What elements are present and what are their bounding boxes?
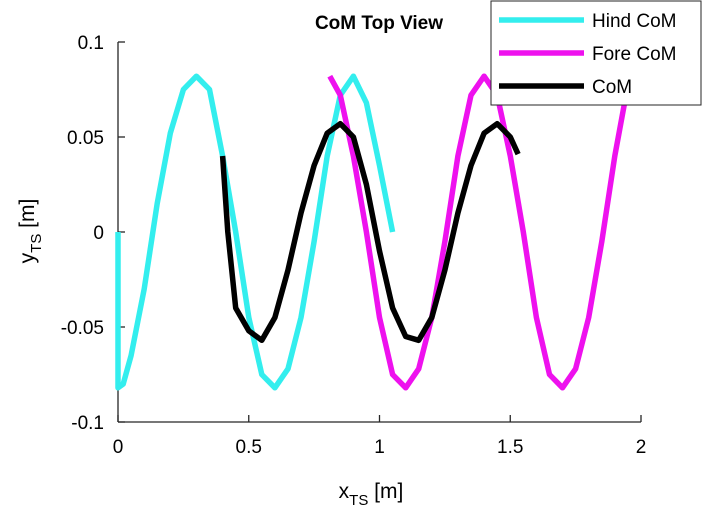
x-tick-label: 1 [374, 437, 385, 458]
y-tick-label: 0.1 [78, 33, 104, 54]
x-axis-title-main: x [339, 480, 350, 503]
series-line-fore-com [327, 73, 634, 391]
y-tick-label: -0.1 [71, 413, 104, 434]
legend-label-hind-com: Hind CoM [592, 11, 676, 32]
x-tick-label: 0 [113, 437, 124, 458]
y-tick-label: 0.05 [67, 128, 104, 149]
x-axis-title-subscript: TS [349, 492, 368, 509]
x-tick-label: 2 [636, 437, 647, 458]
series-line-com [219, 120, 521, 344]
y-axis-title-subscript: TS [28, 234, 45, 253]
legend-label-fore-com: Fore CoM [592, 44, 676, 65]
y-axis-title: yTS [m] [16, 199, 45, 264]
y-axis-title-unit: [m] [16, 199, 39, 234]
y-axis-title-main: y [16, 252, 39, 263]
x-tick-label: 1.5 [497, 437, 523, 458]
plot-area [115, 73, 634, 391]
y-tick-label: 0 [93, 223, 104, 244]
x-axis-title: xTS [m] [339, 480, 404, 509]
chart-title: CoM Top View [315, 13, 443, 34]
legend-label-com: CoM [592, 77, 632, 98]
axes: 0 0.5 1 1.5 2 -0.1 -0.05 0 0.05 0.1 [61, 33, 647, 458]
y-tick-label: -0.05 [61, 318, 104, 339]
series-line-hind-com [115, 73, 396, 391]
x-tick-label: 0.5 [236, 437, 262, 458]
x-axis-title-unit: [m] [368, 480, 403, 503]
legend: Hind CoM Fore CoM CoM [490, 0, 702, 106]
